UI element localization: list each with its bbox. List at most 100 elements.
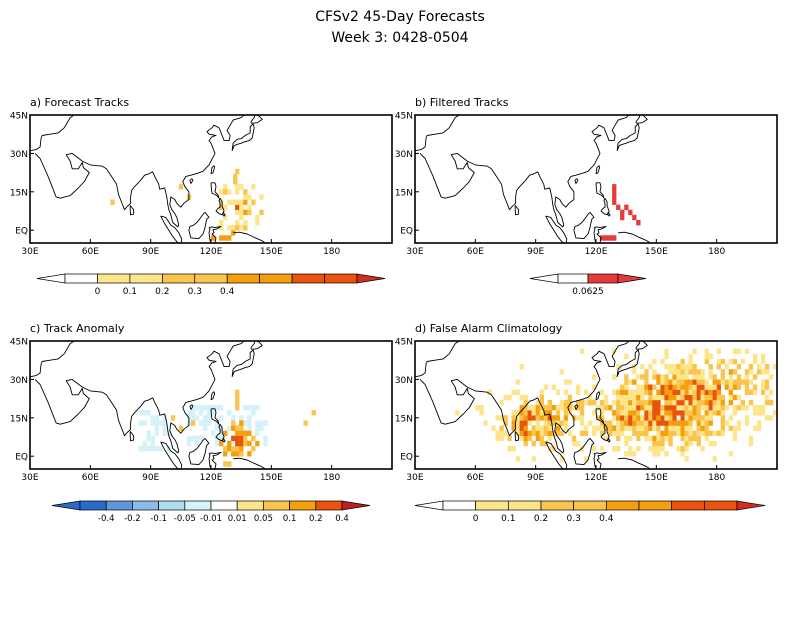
grid-cell	[668, 369, 673, 375]
grid-cell	[612, 415, 617, 421]
lon-tick-label: 150E	[260, 473, 283, 483]
grid-cell	[712, 374, 717, 380]
grid-cell	[146, 446, 151, 452]
panel-a-title: a) Forecast Tracks	[30, 96, 129, 109]
lat-tick-label: 15N	[395, 414, 413, 424]
colorbar-swatch	[161, 273, 196, 284]
grid-cell	[235, 220, 240, 226]
grid-cell	[656, 430, 661, 436]
grid-cell	[684, 379, 689, 385]
grid-cell	[676, 374, 681, 380]
grid-cell	[519, 420, 524, 426]
colorbar-swatch	[194, 273, 228, 284]
grid-cell	[720, 410, 725, 416]
grid-cell	[515, 456, 520, 462]
grid-cell	[716, 399, 721, 406]
grid-cell	[311, 410, 316, 416]
grid-cell	[656, 405, 661, 411]
grid-cell	[769, 374, 774, 380]
grid-cell	[535, 435, 540, 442]
grid-cell	[664, 399, 669, 406]
grid-cell	[563, 405, 569, 411]
grid-cell	[752, 410, 758, 416]
grid-cell	[515, 379, 520, 385]
grid-cell	[744, 405, 750, 411]
grid-cell	[507, 394, 512, 401]
grid-cell	[648, 415, 653, 421]
grid-cell	[523, 430, 528, 436]
grid-cell	[255, 405, 260, 411]
grid-cell	[138, 410, 143, 416]
grid-cell	[744, 348, 750, 355]
grid-cell	[207, 415, 212, 421]
grid-cell	[223, 214, 228, 221]
coastline-d	[415, 341, 651, 469]
grid-cell	[243, 435, 248, 442]
colorbar-swatch	[289, 500, 317, 511]
grid-cell	[251, 435, 256, 442]
grid-cell	[636, 410, 641, 416]
grid-cell	[680, 389, 685, 395]
grid-cell	[660, 358, 665, 365]
grid-cell	[223, 184, 228, 190]
grid-cell	[656, 374, 661, 380]
grid-cell	[231, 225, 236, 231]
grid-cell	[736, 405, 742, 411]
grid-cell	[656, 415, 661, 421]
grid-cell	[624, 405, 629, 411]
grid-cell	[219, 225, 224, 231]
grid-cell	[740, 358, 746, 365]
grid-cell	[547, 446, 552, 452]
grid-cell	[523, 415, 528, 421]
grid-cell	[620, 389, 625, 395]
grid-cell	[648, 425, 653, 431]
grid-cell	[700, 384, 705, 390]
grid-cell	[720, 399, 725, 406]
grid-cell	[708, 369, 713, 375]
grid-cell	[748, 379, 754, 385]
grid-cell	[652, 399, 657, 406]
grid-cell	[535, 430, 540, 436]
grid-cell	[535, 405, 540, 411]
grid-cell	[499, 399, 504, 406]
grid-cell	[583, 430, 589, 436]
grid-cell	[644, 430, 649, 436]
colorbar-label: 0.1	[501, 514, 515, 524]
grid-cell	[190, 420, 196, 426]
grid-cell	[604, 399, 609, 406]
grid-cell	[636, 435, 641, 442]
grid-cell	[575, 399, 581, 406]
colorbar-swatch	[105, 500, 133, 511]
lon-tick-label: 120E	[585, 247, 608, 257]
figure-title: CFSv2 45-Day Forecasts	[315, 9, 485, 25]
grid-cell	[644, 369, 649, 375]
grid-cell	[588, 399, 593, 406]
lon-tick-label: 90E	[527, 473, 544, 483]
grid-cell	[748, 440, 754, 447]
grid-cell	[219, 405, 224, 411]
grid-cell	[640, 405, 645, 411]
grid-cell	[632, 425, 637, 431]
grid-cell	[138, 446, 143, 452]
grid-cell	[571, 435, 577, 442]
grid-cell	[563, 410, 569, 416]
colorbar-swatch	[529, 273, 559, 284]
grid-cell	[728, 425, 733, 431]
grid-cell	[684, 415, 689, 421]
grid-cell	[652, 425, 657, 431]
grid-cell	[668, 389, 673, 395]
grid-cell	[142, 420, 147, 426]
grid-cell	[660, 389, 665, 395]
colorbar-swatch	[414, 500, 444, 511]
grid-cell	[231, 446, 236, 452]
grid-cell	[219, 440, 224, 447]
colorbar-label: -0.1	[150, 514, 167, 524]
grid-cell	[247, 440, 252, 447]
grid-cell	[255, 214, 260, 221]
grid-cell	[523, 435, 528, 442]
grid-cell	[563, 425, 569, 431]
grid-cell	[571, 405, 577, 411]
grid-cell	[740, 399, 746, 406]
grid-cell	[547, 415, 552, 421]
grid-cell	[736, 425, 742, 431]
